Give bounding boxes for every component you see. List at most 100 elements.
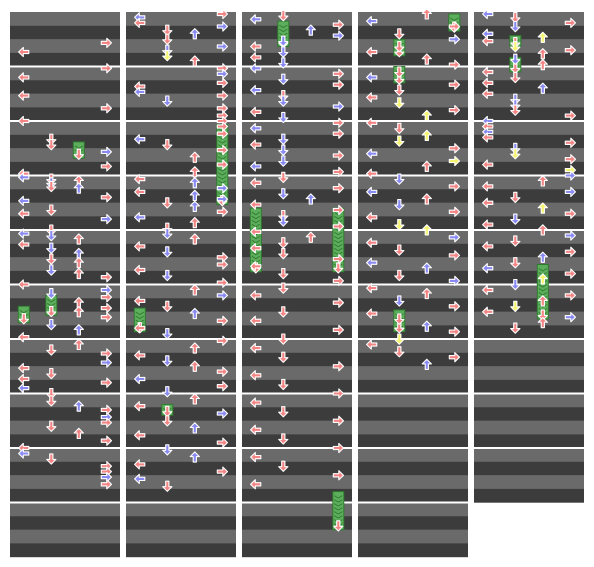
- arrow-right-icon: [216, 277, 229, 288]
- arrow-left-icon: [482, 132, 494, 143]
- beat-stripe: [474, 257, 584, 272]
- beat-stripe: [474, 52, 584, 67]
- arrow-down-icon: [510, 257, 521, 269]
- arrow-up-icon: [189, 55, 200, 67]
- arrow-up-icon: [73, 427, 84, 440]
- arrow-right-icon: [332, 442, 345, 454]
- arrow-down-icon: [394, 28, 405, 40]
- arrow-left-icon: [250, 14, 262, 25]
- arrow-right-icon: [564, 186, 577, 198]
- beat-stripe: [126, 257, 236, 272]
- beat-stripe: [242, 189, 352, 203]
- measure-line: [358, 501, 468, 504]
- beat-stripe: [126, 529, 236, 544]
- arrow-left-icon: [366, 339, 378, 350]
- arrow-right-icon: [448, 21, 461, 32]
- arrow-up-icon: [421, 224, 432, 236]
- beat-stripe: [242, 420, 352, 435]
- arrow-up-icon: [421, 8, 432, 20]
- beat-stripe: [474, 379, 584, 394]
- arrow-down-icon: [162, 480, 173, 492]
- beat-stripe: [242, 161, 352, 176]
- arrow-left-icon: [134, 86, 146, 98]
- arrow-down-icon: [278, 95, 289, 107]
- arrow-left-icon: [250, 451, 262, 463]
- arrow-left-icon: [482, 77, 494, 89]
- beat-stripe: [474, 448, 584, 462]
- beat-stripe: [474, 230, 584, 244]
- beat-stripe: [358, 516, 468, 530]
- arrow-right-icon: [216, 121, 229, 132]
- arrow-down-icon: [162, 33, 173, 46]
- arrow-right-icon: [100, 272, 113, 283]
- arrow-down-icon: [162, 228, 173, 240]
- chart-column-1: [10, 12, 120, 558]
- beat-stripe: [474, 93, 584, 108]
- hold-end-arrow-icon: [394, 322, 405, 334]
- measure-line: [358, 283, 468, 286]
- arrow-left-icon: [134, 322, 146, 334]
- arrow-right-icon: [332, 253, 345, 265]
- arrow-right-icon: [100, 479, 113, 490]
- arrow-down-icon: [162, 444, 173, 456]
- arrow-right-icon: [100, 357, 113, 368]
- beat-stripe: [126, 243, 236, 258]
- arrow-down-icon: [278, 433, 289, 445]
- arrow-up-icon: [189, 422, 200, 434]
- beat-stripe: [126, 366, 236, 381]
- arrow-down-icon: [278, 351, 289, 363]
- arrow-left-icon: [18, 279, 30, 290]
- measure-line: [358, 174, 468, 177]
- arrow-left-icon: [18, 172, 30, 183]
- beat-stripe: [242, 80, 352, 94]
- arrow-right-icon: [332, 324, 345, 336]
- arrow-right-icon: [448, 326, 461, 337]
- beat-stripe: [10, 434, 120, 449]
- beat-stripe: [126, 488, 236, 503]
- beat-stripe: [242, 461, 352, 476]
- measure-line: [242, 392, 352, 395]
- arrow-down-icon: [278, 10, 289, 22]
- arrow-down-icon: [394, 333, 405, 345]
- beat-stripe: [474, 134, 584, 149]
- arrow-left-icon: [134, 430, 146, 441]
- beat-stripe: [358, 475, 468, 490]
- arrow-right-icon: [332, 204, 345, 216]
- beat-stripe: [242, 52, 352, 67]
- arrow-right-icon: [564, 246, 577, 257]
- arrow-left-icon: [18, 115, 30, 127]
- beat-stripe: [126, 270, 236, 285]
- arrow-down-icon: [162, 197, 173, 209]
- arrow-down-icon: [162, 24, 173, 36]
- arrow-down-icon: [278, 237, 289, 249]
- arrow-right-icon: [448, 155, 461, 167]
- arrow-right-icon: [332, 221, 345, 232]
- arrow-up-icon: [421, 262, 432, 274]
- arrow-down-icon: [510, 191, 521, 204]
- beat-stripe: [242, 257, 352, 272]
- arrow-left-icon: [366, 117, 378, 128]
- arrow-left-icon: [18, 239, 30, 250]
- arrow-right-icon: [100, 404, 113, 416]
- hold-note-up: [536, 264, 549, 321]
- arrow-down-icon: [46, 229, 57, 242]
- beat-stripe: [358, 284, 468, 299]
- arrow-up-icon: [189, 216, 200, 229]
- arrow-down-icon: [278, 57, 289, 69]
- hold-end-arrow-icon: [162, 405, 173, 418]
- beat-stripe: [474, 270, 584, 285]
- arrow-left-icon: [366, 168, 378, 179]
- arrow-left-icon: [250, 226, 262, 237]
- arrow-up-icon: [189, 342, 200, 354]
- beat-stripe: [474, 420, 584, 435]
- arrow-down-icon: [510, 53, 521, 65]
- hold-end-arrow-icon: [18, 313, 29, 325]
- beat-stripe: [10, 475, 120, 490]
- beat-stripe: [358, 325, 468, 340]
- measure-line: [242, 283, 352, 286]
- arrow-right-icon: [216, 68, 229, 79]
- beat-stripe: [474, 121, 584, 135]
- arrow-left-icon: [250, 261, 262, 272]
- beat-stripe: [242, 216, 352, 231]
